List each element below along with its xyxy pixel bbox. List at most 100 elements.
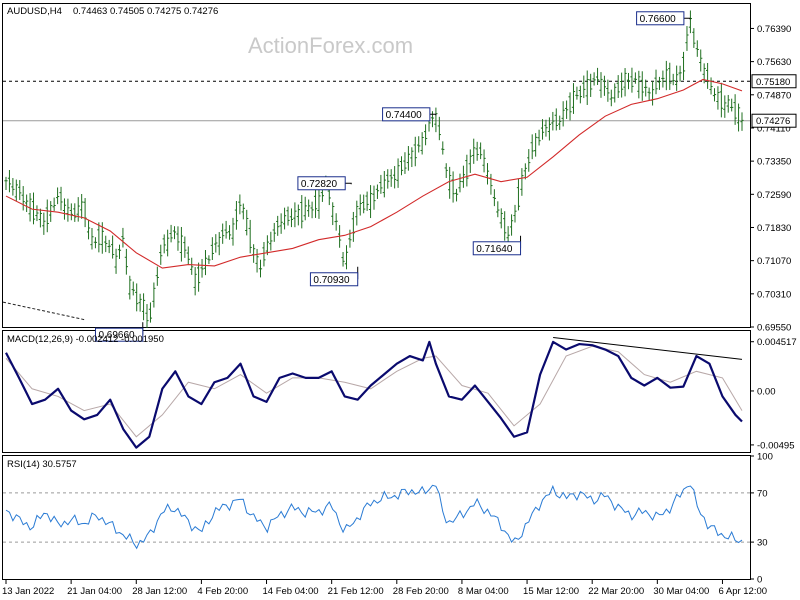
ohlc-bar — [282, 207, 287, 230]
ohlc-bar — [107, 239, 111, 254]
ohlc-bar — [396, 158, 400, 188]
ohlc-bar — [578, 85, 582, 104]
ohlc-bar — [661, 70, 665, 88]
ohlc-bar — [626, 72, 631, 90]
ohlc-bar — [650, 81, 655, 106]
ohlc-bar — [200, 258, 204, 278]
ohlc-bar — [375, 184, 380, 199]
price-title: AUDUSD,H4 — [7, 6, 62, 17]
ohlc-bar — [372, 185, 376, 210]
ohlc-bar — [169, 224, 173, 243]
ohlc-bar — [399, 156, 404, 176]
ohlc-bar — [18, 180, 22, 201]
ohlc-bar — [544, 119, 548, 137]
ohlc-bar — [73, 203, 77, 222]
macd-line — [5, 340, 743, 449]
macd-signal-line — [5, 345, 743, 438]
ohlc-bar — [121, 227, 125, 248]
ohlc-bar — [599, 72, 603, 98]
annotation-leader — [683, 17, 691, 20]
price-tick-label: 0.74110 — [757, 123, 791, 134]
macd-layer — [5, 337, 743, 449]
ohlc-bar — [678, 65, 682, 82]
ohlc-bar — [482, 149, 486, 173]
ohlc-bar — [503, 211, 507, 241]
price-axis-tag: 0.74276 — [751, 113, 797, 128]
ohlc-bar — [128, 275, 132, 300]
ohlc-bar — [389, 169, 393, 187]
ohlc-bar — [358, 194, 362, 216]
price-axis-tag-label: 0.74276 — [756, 116, 790, 127]
price-annotation: 0.72820 — [297, 176, 352, 191]
ohlc-bar — [564, 100, 569, 119]
rsi-tick-label: 70 — [757, 488, 768, 499]
ohlc-bar — [45, 199, 49, 233]
price-tick-label: 0.76390 — [757, 24, 791, 35]
ohlc-bar — [410, 147, 414, 168]
price-layer: 0.76600 0.74400 0.72820 0.70930 0.71640 0.696… — [2, 10, 750, 342]
ohlc-bar — [719, 82, 723, 118]
ohlc-bar — [186, 246, 190, 265]
ohlc-bar — [28, 193, 32, 222]
price-axis-tag: 0.75180 — [751, 74, 797, 89]
ohlc-bar — [668, 62, 672, 90]
ohlc-bar — [451, 171, 455, 203]
ohlc-bar — [7, 170, 12, 193]
x-tick-label: 4 Feb 20:00 — [197, 586, 248, 597]
ohlc-bar — [423, 124, 428, 146]
ohlc-bar — [179, 226, 184, 262]
ohlc-bar — [712, 88, 717, 102]
ohlc-bar — [255, 248, 259, 273]
ohlc-bar — [141, 293, 146, 321]
rsi-layer — [3, 484, 750, 550]
ohlc-bar — [630, 67, 634, 93]
ohlc-bar — [606, 79, 610, 102]
price-tick-label: 0.74870 — [757, 90, 791, 101]
annotation-box — [472, 241, 522, 256]
ohlc-bar — [736, 103, 741, 132]
ohlc-bar — [138, 293, 142, 312]
ohlc-bar — [310, 201, 314, 219]
ohlc-bar — [585, 70, 589, 105]
annotation-label: 0.69660 — [98, 330, 135, 341]
ohlc-bar — [269, 231, 273, 251]
price-axis-tag-label: 0.75180 — [756, 77, 790, 88]
ohlc-bar — [379, 174, 383, 194]
ohlc-bar — [355, 200, 359, 226]
ohlc-bar — [21, 186, 25, 211]
ohlc-bar — [365, 191, 369, 211]
ohlc-bar — [296, 204, 300, 226]
ohlc-bar — [393, 166, 397, 189]
ohlc-bar — [245, 209, 249, 236]
x-tick-label: 6 Apr 12:00 — [718, 586, 767, 597]
annotation-label: 0.70930 — [313, 275, 350, 286]
ohlc-bar — [430, 111, 435, 128]
ohlc-bar — [688, 10, 693, 34]
annotation-leader — [345, 182, 352, 185]
ohlc-bar — [62, 198, 67, 220]
ohlc-bar — [262, 241, 266, 267]
ohlc-bar — [568, 92, 572, 121]
ohlc-bar — [458, 173, 462, 193]
ohlc-bar — [609, 89, 613, 107]
ohlc-bar — [740, 112, 744, 131]
price-panel-frame — [2, 3, 751, 328]
ohlc-bar — [530, 134, 534, 160]
rsi-panel-frame — [2, 455, 751, 580]
ohlc-bar — [540, 119, 545, 140]
ohlc-bar — [441, 141, 445, 155]
price-axis-tag-box — [751, 74, 797, 89]
ohlc-bar — [575, 86, 579, 100]
ohlc-bar — [537, 129, 541, 146]
ohlc-bar — [348, 229, 352, 248]
moving-average-line — [5, 78, 743, 269]
ohlc-bar — [654, 69, 658, 95]
macd-title: MACD(12,26,9) -0.002412 -0.001950 — [7, 334, 164, 345]
price-tick-label: 0.72590 — [757, 190, 791, 201]
ohlc-bar — [183, 236, 187, 258]
ohlc-bar — [238, 194, 242, 215]
rsi-line — [5, 484, 743, 550]
ohlc-bar — [723, 95, 727, 118]
ohlc-bar — [640, 71, 644, 101]
ohlc-bar — [534, 133, 538, 157]
